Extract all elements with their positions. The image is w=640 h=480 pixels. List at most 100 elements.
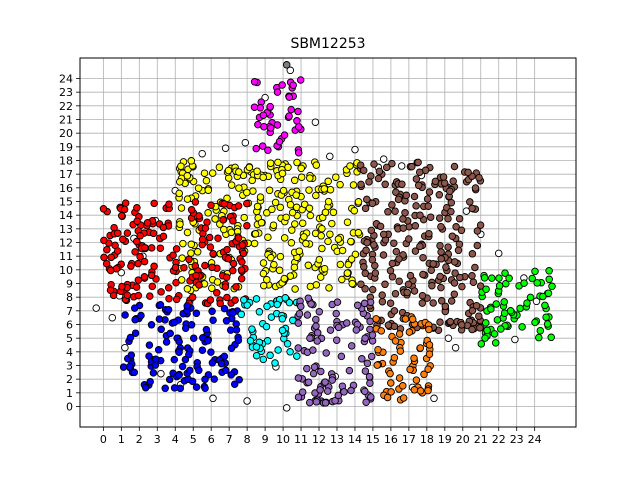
data-point bbox=[349, 181, 358, 189]
data-point bbox=[363, 359, 372, 368]
data-point bbox=[326, 230, 334, 238]
data-point bbox=[390, 307, 399, 315]
data-point bbox=[399, 394, 408, 402]
data-point bbox=[476, 221, 485, 229]
data-point bbox=[204, 186, 213, 194]
data-point bbox=[134, 291, 143, 300]
data-point bbox=[164, 284, 173, 292]
data-point bbox=[386, 299, 395, 307]
data-point bbox=[304, 294, 313, 302]
data-point bbox=[175, 348, 183, 356]
data-point bbox=[206, 243, 215, 251]
data-point bbox=[131, 329, 140, 337]
data-point bbox=[280, 234, 289, 242]
data-point bbox=[366, 298, 375, 306]
data-point bbox=[217, 359, 226, 368]
data-point bbox=[408, 315, 417, 323]
data-point bbox=[406, 271, 415, 280]
data-point bbox=[365, 372, 374, 381]
data-point bbox=[361, 204, 370, 213]
data-point bbox=[186, 366, 194, 375]
data-point bbox=[316, 273, 325, 281]
y-tick-label: 23 bbox=[59, 86, 73, 99]
x-tick-label: 23 bbox=[510, 433, 524, 446]
data-point bbox=[544, 289, 553, 297]
data-point bbox=[194, 184, 203, 192]
data-point bbox=[286, 200, 295, 209]
data-point bbox=[390, 353, 399, 362]
data-point bbox=[133, 217, 141, 225]
data-point bbox=[295, 309, 304, 318]
data-point bbox=[294, 374, 303, 382]
data-point bbox=[325, 284, 333, 292]
data-point bbox=[326, 152, 334, 161]
data-point bbox=[295, 247, 304, 255]
data-point bbox=[137, 311, 145, 320]
x-tick-label: 12 bbox=[312, 433, 326, 446]
data-point bbox=[361, 387, 369, 396]
data-point bbox=[183, 285, 192, 293]
data-point bbox=[187, 249, 195, 257]
data-point bbox=[343, 218, 352, 226]
data-point bbox=[176, 178, 184, 186]
data-point bbox=[290, 263, 299, 272]
x-tick-label: 9 bbox=[262, 433, 269, 446]
y-tick-label: 24 bbox=[59, 73, 73, 86]
data-point bbox=[350, 206, 359, 215]
data-point bbox=[216, 299, 224, 308]
data-point bbox=[437, 255, 445, 263]
data-point bbox=[394, 195, 403, 204]
y-tick-label: 1 bbox=[66, 387, 73, 400]
data-point bbox=[321, 378, 329, 386]
data-point bbox=[224, 174, 233, 182]
data-point bbox=[360, 263, 368, 271]
data-point bbox=[401, 315, 410, 323]
data-point bbox=[516, 304, 524, 313]
data-point bbox=[361, 269, 370, 278]
x-tick-label: 4 bbox=[172, 433, 179, 446]
data-point bbox=[263, 302, 271, 311]
y-tick-label: 0 bbox=[66, 401, 73, 414]
data-point bbox=[187, 321, 196, 329]
data-point bbox=[306, 334, 314, 342]
data-point bbox=[289, 81, 297, 89]
data-point bbox=[426, 213, 435, 221]
data-point bbox=[102, 259, 111, 268]
data-point bbox=[315, 255, 324, 264]
data-point bbox=[388, 201, 396, 209]
data-point bbox=[279, 186, 288, 195]
data-point bbox=[229, 266, 237, 275]
data-point bbox=[243, 397, 251, 405]
data-point bbox=[240, 213, 248, 222]
data-point bbox=[328, 219, 336, 228]
data-point bbox=[200, 169, 209, 177]
data-point bbox=[451, 269, 459, 277]
data-point bbox=[159, 232, 168, 241]
data-point bbox=[146, 377, 154, 386]
data-point bbox=[324, 177, 332, 186]
data-point bbox=[447, 297, 456, 305]
data-point bbox=[455, 214, 464, 223]
data-point bbox=[412, 175, 421, 183]
data-point bbox=[416, 242, 424, 251]
data-point bbox=[450, 279, 459, 287]
data-point bbox=[399, 382, 407, 390]
data-point bbox=[220, 352, 229, 361]
data-point bbox=[451, 343, 460, 352]
x-tick-label: 10 bbox=[276, 433, 290, 446]
y-tick-label: 11 bbox=[59, 250, 73, 263]
data-point bbox=[535, 333, 543, 342]
y-tick-label: 5 bbox=[66, 332, 73, 345]
data-point bbox=[266, 159, 275, 167]
y-tick-label: 10 bbox=[59, 264, 73, 277]
data-point bbox=[379, 251, 388, 259]
data-point bbox=[293, 352, 301, 360]
data-point bbox=[419, 253, 427, 262]
data-point bbox=[264, 233, 272, 241]
data-point bbox=[180, 263, 188, 272]
data-point bbox=[175, 189, 183, 198]
data-point bbox=[363, 238, 371, 247]
data-point bbox=[435, 191, 444, 199]
data-point bbox=[274, 158, 282, 167]
data-point bbox=[108, 313, 117, 322]
